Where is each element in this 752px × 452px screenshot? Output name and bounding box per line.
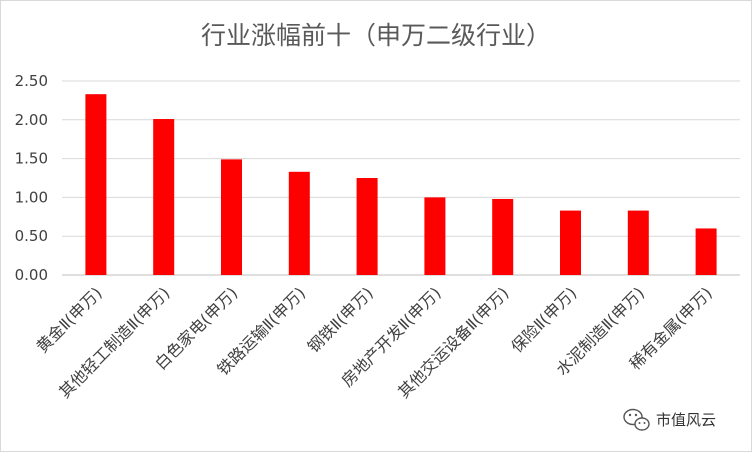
y-tick-label: 2.00 <box>15 111 48 129</box>
bars <box>85 94 717 275</box>
bar <box>356 178 378 275</box>
bar <box>153 119 175 275</box>
y-tick-label: 0.00 <box>15 266 48 284</box>
y-tick-label: 0.50 <box>15 227 48 245</box>
wechat-icon <box>623 408 650 431</box>
x-tick-label: 钢铁Ⅱ(申万) <box>304 283 377 356</box>
y-tick-label: 1.50 <box>15 150 48 168</box>
x-tick-label: 保险Ⅱ(申万) <box>507 283 580 356</box>
bar <box>221 159 242 275</box>
watermark-text: 市值风云 <box>656 411 716 429</box>
y-tick-label: 1.00 <box>15 188 48 206</box>
bar <box>424 197 446 275</box>
watermark: 市值风云 <box>623 408 716 431</box>
y-axis-ticks: 0.00 0.50 1.00 1.50 2.00 2.50 <box>15 72 48 284</box>
bar <box>560 210 581 275</box>
x-axis-ticks: 黄金Ⅱ(申万)其他轻工制造Ⅱ(申万)白色家电(申万)铁路运输Ⅱ(申万)钢铁Ⅱ(申… <box>33 283 716 401</box>
chart-title: 行业涨幅前十（申万二级行业） <box>201 21 551 50</box>
bar <box>695 228 717 275</box>
bar <box>627 210 649 275</box>
bar <box>288 171 310 275</box>
gridlines <box>62 80 740 276</box>
x-tick-label: 其他交运设备Ⅱ(申万) <box>394 283 512 401</box>
x-tick-label: 黄金Ⅱ(申万) <box>33 283 106 356</box>
bar <box>85 94 107 275</box>
y-tick-label: 2.50 <box>15 72 48 90</box>
x-tick-label: 其他轻工制造Ⅱ(申万) <box>55 283 173 401</box>
bar <box>492 198 514 275</box>
